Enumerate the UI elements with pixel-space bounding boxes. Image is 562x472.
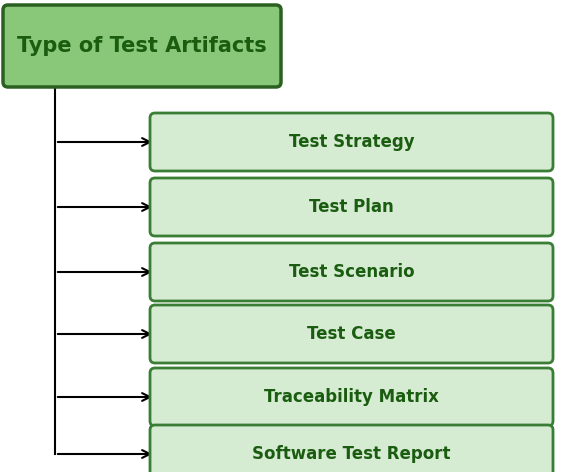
- FancyBboxPatch shape: [150, 113, 553, 171]
- Text: Traceability Matrix: Traceability Matrix: [264, 388, 439, 406]
- Text: Type of Test Artifacts: Type of Test Artifacts: [17, 36, 267, 56]
- Text: Test Scenario: Test Scenario: [289, 263, 414, 281]
- Text: Software Test Report: Software Test Report: [252, 445, 451, 463]
- FancyBboxPatch shape: [150, 425, 553, 472]
- FancyBboxPatch shape: [3, 5, 281, 87]
- FancyBboxPatch shape: [150, 368, 553, 426]
- FancyBboxPatch shape: [150, 243, 553, 301]
- FancyBboxPatch shape: [150, 305, 553, 363]
- Text: Test Case: Test Case: [307, 325, 396, 343]
- Text: Test Strategy: Test Strategy: [289, 133, 414, 151]
- FancyBboxPatch shape: [150, 178, 553, 236]
- Text: Test Plan: Test Plan: [309, 198, 394, 216]
